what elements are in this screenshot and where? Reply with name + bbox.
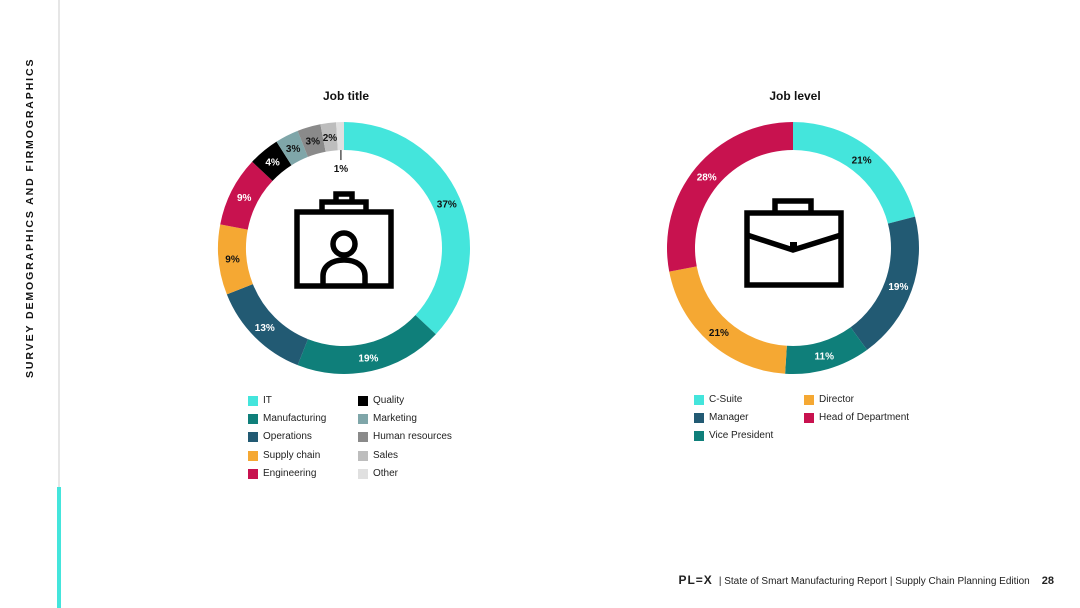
legend-swatch [248,468,258,479]
legend-swatch [248,432,258,443]
data-label-c-suite: 21% [852,156,872,167]
donut-chart-job-title: 37%19%13%9%9%4%3%3% 2%1% [218,122,470,374]
page-number: 28 [1041,575,1054,587]
legend-item-manufacturing: Manufacturing [248,413,326,425]
slice-vice-president [785,327,868,375]
slice-director [669,266,787,374]
briefcase-icon [744,198,844,288]
legend-label: Other [373,467,399,479]
data-label-operations: 13% [255,323,275,334]
section-title: SURVEY DEMOGRAPHICS AND FIRMOGRAPHICS [24,57,36,378]
legend-label: Operations [263,431,312,443]
plex-logo: PL=X [678,573,713,587]
legend-label: Manager [709,412,749,424]
legend-label: Quality [373,395,405,406]
legend-label: Human resources [373,431,452,443]
legend-swatch [248,450,258,461]
side-band [0,0,60,608]
slice-sales [320,122,338,152]
legend-item-supply-chain: Supply chain [248,450,320,462]
side-accent-bar [57,487,61,608]
data-label-marketing: 3% [286,144,301,155]
legend-swatch [804,395,814,405]
legend-item-operations: Operations [248,431,312,443]
slice-supply-chain [218,224,253,295]
legend-label: Marketing [373,413,417,425]
legend-job-level: C-Suite Manager Vice President Director Head… [694,394,934,454]
legend-label: Supply chain [263,449,321,461]
chart-title-job-level: Job level [769,89,821,103]
legend-item-director: Director [804,394,854,406]
legend-item-vice-president: Vice President [694,430,773,442]
legend-swatch [248,396,258,406]
legend-item-sales: Sales [358,450,398,462]
legend-item-head-of-department: Head of Department [804,412,909,424]
data-label-manager: 19% [888,282,908,293]
legend-item-engineering: Engineering [248,468,316,480]
footer-text: | State of Smart Manufacturing Report | … [718,576,1030,587]
id-badge-icon [294,191,394,289]
legend-label: C-Suite [709,394,743,405]
legend-label: Director [819,394,855,405]
data-label-human-resources: 3% [306,136,321,147]
legend-swatch [358,396,368,406]
slice-marketing [276,130,308,166]
legend-item-it: IT [248,395,272,407]
legend-label: Sales [373,449,399,461]
legend-item-quality: Quality [358,395,404,407]
legend-item-human-resources: Human resources [358,431,452,443]
legend-label: Head of Department [819,412,910,424]
legend-job-title: IT Manufacturing Operations Supply chain Eng… [248,395,488,480]
legend-swatch [358,450,368,461]
legend-label: Vice President [709,430,774,442]
legend-item-manager: Manager [694,412,748,424]
data-label-it: 37% [437,200,457,211]
legend-swatch [358,414,368,425]
side-divider [58,0,60,608]
slice-engineering [220,161,273,230]
legend-label: Engineering [263,467,317,479]
slice-c-suite [793,122,916,224]
slice-operations [226,284,308,366]
data-label-manufacturing: 19% [358,353,378,364]
data-label-engineering: 9% [237,193,252,204]
slice-it [344,122,470,335]
slice-manufacturing [297,315,436,374]
legend-swatch [358,432,368,443]
legend-swatch [248,414,258,425]
legend-swatch [694,431,704,442]
legend-label: IT [263,395,272,406]
slice-quality [252,141,292,181]
legend-swatch [694,413,704,424]
data-label-sales: 2% [323,133,338,144]
data-label-quality: 4% [265,158,280,169]
legend-item-c-suite: C-Suite [694,394,742,406]
data-label-head-of-department: 28% [697,173,717,184]
legend-swatch [694,395,704,405]
legend-item-marketing: Marketing [358,413,417,425]
chart-title-job-title: Job title [322,89,369,103]
data-label-other: 1% [334,164,349,175]
legend-swatch [358,468,368,479]
slice-human-resources [297,124,326,157]
slice-head-of-department [667,122,793,272]
legend-item-other: Other [358,468,398,480]
slice-other [336,122,344,151]
legend-swatch [804,413,814,424]
footer: PL=X | State of Smart Manufacturing Repor… [678,572,1054,588]
legend-label: Manufacturing [263,413,327,425]
data-label-supply-chain: 9% [225,255,240,266]
data-label-vice-president: 11% [815,352,835,363]
slice-manager [850,216,919,350]
donut-chart-job-level: 21% 19% 11% 21% 28% [667,122,919,375]
data-label-director: 21% [709,328,729,339]
